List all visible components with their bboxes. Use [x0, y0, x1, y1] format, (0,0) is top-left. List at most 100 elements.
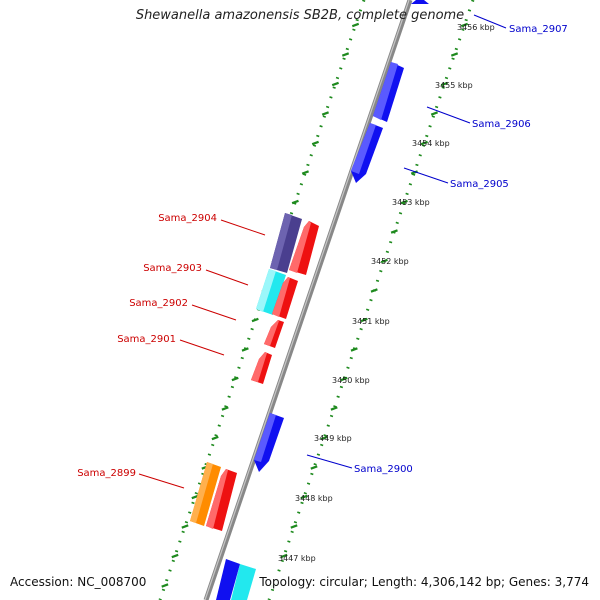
label-sama-2900[interactable]: Sama_2900	[354, 464, 413, 475]
reverse-strand-genes	[190, 213, 319, 600]
leader-sama-2902	[191, 304, 237, 321]
major-tick-marks	[161, 22, 469, 588]
gene-sama-2903[interactable]	[256, 269, 286, 315]
inner-major-tick	[211, 435, 219, 441]
label-sama-2899[interactable]: Sama_2899	[77, 468, 136, 479]
inner-major-tick	[171, 553, 179, 559]
genome-summary-text: Topology: circular; Length: 4,306,142 bp…	[257, 575, 591, 589]
scale-label-3448: 3448 kbp	[295, 494, 333, 503]
gene-bottom-blue-arrow	[216, 559, 240, 600]
inner-major-tick	[351, 22, 360, 28]
gene-red-arrow-upper-shade	[289, 221, 311, 273]
inner-major-tick	[331, 81, 339, 87]
inner-major-tick	[311, 140, 319, 146]
map-title: Shewanella amazonensis SB2B, complete ge…	[135, 8, 465, 23]
outer-major-tick	[290, 524, 298, 529]
inner-major-tick	[341, 52, 350, 57]
scale-label-3447: 3447 kbp	[278, 554, 316, 563]
outer-major-tick	[370, 288, 378, 293]
gene-red-arrow-mid-shade	[272, 277, 290, 317]
outer-major-tick	[300, 494, 308, 500]
gene-sama-2901[interactable]	[251, 352, 272, 384]
outer-major-tick	[280, 553, 288, 559]
accession-text: Accession: NC_008700	[8, 575, 149, 589]
gene-red-next-to-2904[interactable]	[289, 221, 319, 275]
gene-sama-2905-arrow-shade	[351, 123, 376, 174]
leader-sama-2903	[205, 269, 249, 286]
label-sama-2905[interactable]: Sama_2905	[450, 179, 509, 190]
gene-sama-2907[interactable]	[411, 0, 429, 4]
scale-label-3449: 3449 kbp	[314, 434, 352, 443]
outer-major-tick	[390, 229, 398, 234]
genome-backbone	[203, 0, 413, 600]
inner-major-tick	[321, 111, 329, 116]
gene-sama-2906[interactable]	[373, 62, 404, 122]
inner-major-tick	[161, 583, 169, 588]
outer-major-tick	[320, 435, 328, 441]
outer-major-tick	[310, 465, 318, 470]
label-sama-2907[interactable]: Sama_2907	[509, 24, 568, 35]
outer-major-tick	[330, 406, 338, 411]
gene-sama-2905[interactable]	[351, 123, 383, 183]
genome-backbone-highlight	[204, 0, 410, 600]
leader-sama-2907	[473, 14, 507, 29]
gene-unlabeled-bottom-cyan[interactable]	[231, 564, 256, 600]
label-sama-2903[interactable]: Sama_2903	[143, 263, 202, 274]
scale-label-3455: 3455 kbp	[435, 81, 473, 90]
outer-major-tick	[430, 111, 438, 116]
gene-bottom-cyan-block	[231, 564, 256, 600]
gene-sama-2907-arrow	[411, 0, 429, 4]
scale-label-3452: 3452 kbp	[371, 257, 409, 266]
label-sama-2904[interactable]: Sama_2904	[158, 213, 217, 224]
scale-labels: 3447 kbp 3448 kbp 3449 kbp 3450 kbp 3451…	[278, 23, 495, 563]
gene-sama-2900[interactable]	[254, 413, 284, 472]
leader-sama-2900	[306, 454, 353, 469]
gene-sama-2906-arrow-shade	[373, 62, 398, 120]
outer-major-tick	[360, 317, 368, 323]
forward-strand-genes	[216, 0, 429, 600]
gene-sama-2899-block-shade	[190, 462, 213, 523]
gene-sama-2900-arrow-shade	[254, 413, 276, 462]
gene-unlabeled-bottom-blue-1[interactable]	[216, 559, 240, 600]
leader-sama-2906	[426, 106, 471, 124]
inner-major-tick	[231, 376, 239, 382]
label-sama-2906[interactable]: Sama_2906	[472, 119, 531, 130]
gene-sama-2902-red-upper[interactable]	[272, 277, 298, 319]
gene-sama-2901-arrow-shade	[251, 352, 267, 382]
outer-major-tick	[410, 170, 418, 175]
gene-sama-2903-block-shade	[256, 269, 276, 312]
inner-major-tick	[221, 406, 229, 411]
leader-sama-2905	[403, 167, 449, 184]
inner-major-tick	[191, 494, 199, 500]
label-sama-2902[interactable]: Sama_2902	[129, 298, 188, 309]
outer-major-tick	[460, 22, 469, 28]
gene-sama-2904-block-shade	[270, 213, 292, 270]
gene-red-arrow-lower-shade	[206, 469, 228, 529]
outer-major-tick	[380, 258, 388, 264]
scale-label-3450: 3450 kbp	[332, 376, 370, 385]
scale-label-3456: 3456 kbp	[457, 23, 495, 32]
outer-major-tick	[400, 199, 408, 205]
outer-tick-track	[267, 0, 475, 600]
gene-sama-2902-arrow-shade	[264, 320, 279, 346]
label-leader-lines	[138, 14, 507, 489]
inner-major-tick	[301, 170, 309, 175]
gene-sama-2899[interactable]	[190, 462, 221, 526]
label-sama-2901[interactable]: Sama_2901	[117, 334, 176, 345]
outer-major-tick	[450, 52, 459, 57]
outer-major-tick	[350, 347, 358, 352]
gene-sama-2904[interactable]	[270, 213, 302, 273]
outer-major-tick	[420, 140, 428, 146]
leader-sama-2901	[179, 339, 225, 356]
scale-label-3451: 3451 kbp	[352, 317, 390, 326]
gene-sama-2907-arrow-top	[413, 0, 426, 4]
leader-sama-2899	[138, 473, 185, 489]
outer-major-tick	[440, 81, 448, 87]
gene-sama-2902[interactable]	[264, 320, 284, 348]
outer-major-tick	[340, 376, 348, 382]
inner-major-tick	[291, 199, 299, 205]
inner-major-tick	[251, 317, 259, 323]
gene-red-next-to-2899[interactable]	[206, 469, 237, 531]
